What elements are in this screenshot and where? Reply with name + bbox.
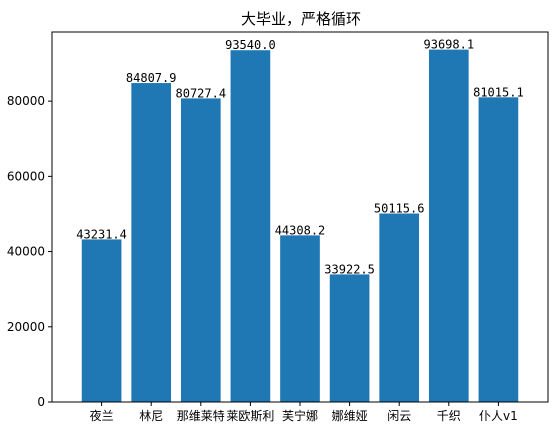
x-tick-label: 那维莱特 [177, 408, 225, 423]
x-tick-label: 千织 [437, 409, 461, 423]
bar [329, 274, 370, 402]
x-tick-label: 仆人v1 [479, 409, 518, 423]
bar [280, 235, 320, 402]
x-tick-label: 夜兰 [90, 408, 114, 423]
bar-value-label: 33922.5 [324, 262, 375, 276]
bar-value-label: 44308.2 [275, 223, 326, 237]
bar [81, 239, 122, 402]
x-tick-label: 娜维娅 [332, 409, 368, 423]
y-tick-label: 80000 [7, 94, 45, 108]
bar-value-label: 43231.4 [76, 227, 127, 241]
bar-value-label: 81015.1 [473, 85, 524, 99]
bar [478, 97, 519, 402]
bar-value-label: 80727.4 [176, 86, 227, 100]
bar [230, 50, 271, 403]
bar-value-label: 84807.9 [126, 71, 177, 85]
x-axis: 夜兰 林尼 那维莱特 莱欧斯利 芙宁娜 娜维娅 闲云 千织 仆人v1 [90, 402, 518, 423]
chart-title: 大毕业，严格循环 [241, 10, 361, 28]
y-tick-label: 40000 [7, 245, 45, 259]
bar [428, 49, 469, 403]
bar [379, 213, 420, 402]
x-tick-label: 莱欧斯利 [226, 409, 274, 423]
bar-value-label: 50115.6 [374, 202, 425, 216]
y-axis: 0 20000 40000 60000 80000 [7, 94, 52, 409]
bar-value-label: 93540.0 [225, 38, 276, 52]
plot-frame [51, 31, 549, 403]
x-tick-label: 林尼 [139, 409, 163, 423]
x-tick-label: 闲云 [387, 409, 411, 423]
y-tick-label: 0 [37, 395, 45, 409]
y-tick-label: 20000 [7, 320, 45, 334]
y-tick-label: 60000 [7, 169, 45, 183]
bar [131, 83, 172, 403]
bar-value-label: 93698.1 [424, 38, 475, 52]
bar [180, 98, 221, 403]
bars-group [81, 49, 519, 403]
x-tick-label: 芙宁娜 [282, 408, 318, 423]
